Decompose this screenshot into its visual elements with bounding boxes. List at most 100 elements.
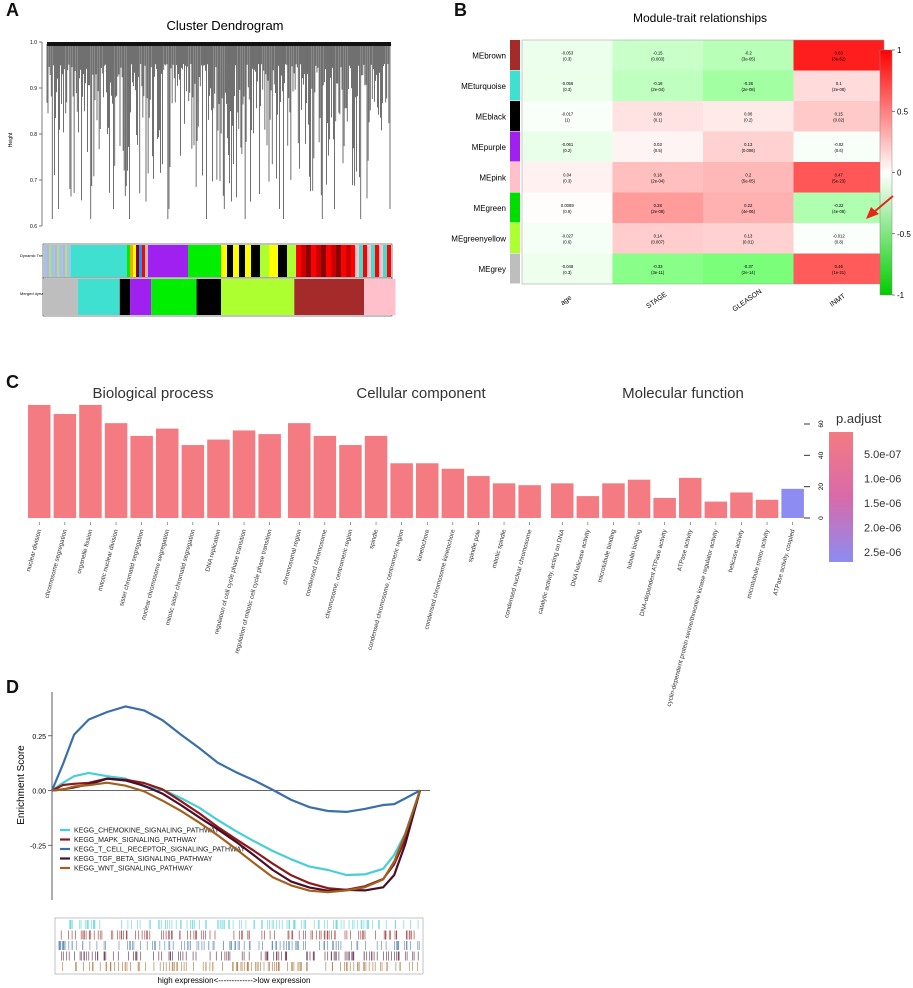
heatmap-cell	[612, 131, 703, 162]
dynamic-module-band	[148, 245, 158, 277]
dynamic-module-band	[43, 245, 45, 277]
module-color-swatch	[510, 40, 520, 70]
heatmap-cell-pvalue: (4e-06)	[742, 209, 756, 214]
go-term-label: organelle fission	[76, 528, 95, 574]
dendrogram-y-axis: 1.0 0.9 0.8 0.7 0.6	[30, 40, 43, 230]
go-bar	[518, 485, 541, 518]
heatmap-cell-pvalue: (0.3)	[563, 87, 572, 92]
heatmap-cell-value: -0.056	[561, 81, 574, 86]
heatmap-cell	[793, 192, 884, 223]
gsea-line-chart: 0.25 0.00 -0.25 KEGG_CHEMOKINE_SIGNALING_PA…	[30, 692, 430, 900]
go-bar	[755, 499, 779, 518]
heatmap-cell-pvalue: (0.3)	[563, 270, 572, 275]
gsea-rank-rug	[54, 917, 424, 975]
heatmap-cell-pvalue: (4e-08)	[832, 209, 846, 214]
heatmap-legend-tick: 0.5	[897, 107, 909, 116]
heatmap-cell-pvalue: (0.8)	[834, 239, 843, 244]
dynamic-module-band	[331, 245, 336, 277]
heatmap-col-label: age	[560, 294, 574, 306]
gsea-series-line	[51, 781, 422, 894]
heatmap-cell-value: 0.03	[654, 142, 663, 147]
dynamic-module-band	[45, 245, 47, 277]
dynamic-module-band	[278, 245, 287, 277]
dynamic-module-band	[221, 245, 227, 277]
heatmap-cell-pvalue: (5e-05)	[742, 178, 756, 183]
dynamic-module-band	[69, 245, 71, 277]
dynamic-module-band	[227, 245, 233, 277]
module-color-swatch	[510, 101, 520, 131]
heatmap-cell-pvalue: (0.2)	[744, 117, 753, 122]
go-bar	[313, 435, 337, 518]
go-bar	[679, 477, 702, 518]
go-term-label: condensed chromosome kinetochore	[423, 528, 457, 630]
heatmap-cell	[612, 253, 703, 284]
heatmap-cell	[793, 101, 884, 132]
heatmap-cell-value: 0.1	[836, 81, 842, 86]
dynamic-module-band	[127, 245, 130, 277]
merged-module-band	[220, 279, 295, 315]
heatmap-cell-pvalue: (2e-08)	[832, 87, 846, 92]
heatmap-row-label: MEturquoise	[461, 82, 506, 91]
go-bar	[181, 445, 205, 518]
heatmap-cell	[522, 40, 613, 71]
heatmap-cell-value: -0.26	[743, 81, 753, 86]
heatmap-cell-pvalue: (0.1)	[653, 117, 662, 122]
go-bar	[104, 423, 128, 518]
merged-module-band	[151, 279, 197, 315]
heatmap-cell-value: -0.017	[561, 111, 574, 116]
heatmap-cell	[612, 162, 703, 193]
dynamic-module-band	[51, 245, 53, 277]
go-term-label: chromosome, centromeric region	[324, 528, 355, 619]
go-bar	[492, 483, 516, 518]
heatmap-cell	[522, 162, 613, 193]
heatmap-cell	[793, 131, 884, 162]
heatmap-cell-value: 0.08	[654, 111, 663, 116]
heatmap-cell	[612, 223, 703, 254]
panel-label-a: A	[6, 0, 19, 20]
module-color-swatch	[510, 162, 520, 192]
heatmap-grid: MEbrown -0.053(0.3)-0.15(0.003)-0.2(3e-05…	[451, 39, 885, 313]
heatmap-cell-value: 0.06	[744, 111, 753, 116]
go-term-label: microtubule binding	[596, 528, 617, 583]
panel-a: Cluster Dendrogram Height 1.0 0.9 0.8 0.7 0.…	[8, 18, 396, 317]
heatmap-cell-value: 0.14	[654, 233, 663, 238]
gsea-series-line	[51, 777, 422, 892]
heatmap-cell-pvalue: (1e-21)	[832, 270, 846, 275]
heatmap-cell-pvalue: (0.6)	[563, 239, 572, 244]
go-bar	[232, 430, 256, 518]
merged-module-band	[43, 279, 78, 315]
heatmap-cell-value: -0.18	[653, 81, 663, 86]
heatmap-cell-value: -0.012	[833, 233, 846, 238]
go-term-label: kinetochore	[416, 528, 431, 562]
dynamic-module-band	[321, 245, 326, 277]
heatmap-cell	[793, 253, 884, 284]
go-bar	[258, 434, 281, 518]
dynamic-module-band	[199, 245, 210, 277]
dynamic-module-band	[251, 245, 260, 277]
padjust-legend-tick: 2.0e-06	[864, 523, 901, 535]
go-term-label: tubulin binding	[626, 528, 643, 570]
heatmap-cell	[522, 131, 613, 162]
dynamic-module-band	[85, 245, 99, 277]
go-group-title: Cellular component	[356, 385, 486, 402]
module-color-swatch	[510, 192, 520, 223]
heatmap-legend-tick: -0.5	[897, 230, 911, 239]
dynamic-module-band	[188, 245, 199, 277]
dynamic-module-band	[113, 245, 127, 277]
dynamic-module-band	[59, 245, 61, 277]
dynamic-module-band	[63, 245, 65, 277]
heatmap-cell	[793, 40, 884, 71]
go-term-label: spindle pole	[467, 528, 483, 563]
go-bar	[79, 404, 102, 518]
go-term-label: chromosomal region	[282, 528, 304, 585]
go-y-tick-label: 40	[818, 451, 825, 459]
go-bar	[53, 414, 77, 518]
gsea-y-tick-label: 0.00	[32, 789, 46, 796]
dendro-y-tick-label: 0.7	[30, 178, 37, 184]
dynamic-module-band	[53, 245, 55, 277]
go-term-label: nuclear chromosome segregation	[140, 528, 171, 621]
heatmap-cell-pvalue: (3e-52)	[832, 56, 846, 61]
go-term-label: chromosome segregation	[44, 528, 69, 599]
heatmap-cell	[793, 223, 884, 254]
